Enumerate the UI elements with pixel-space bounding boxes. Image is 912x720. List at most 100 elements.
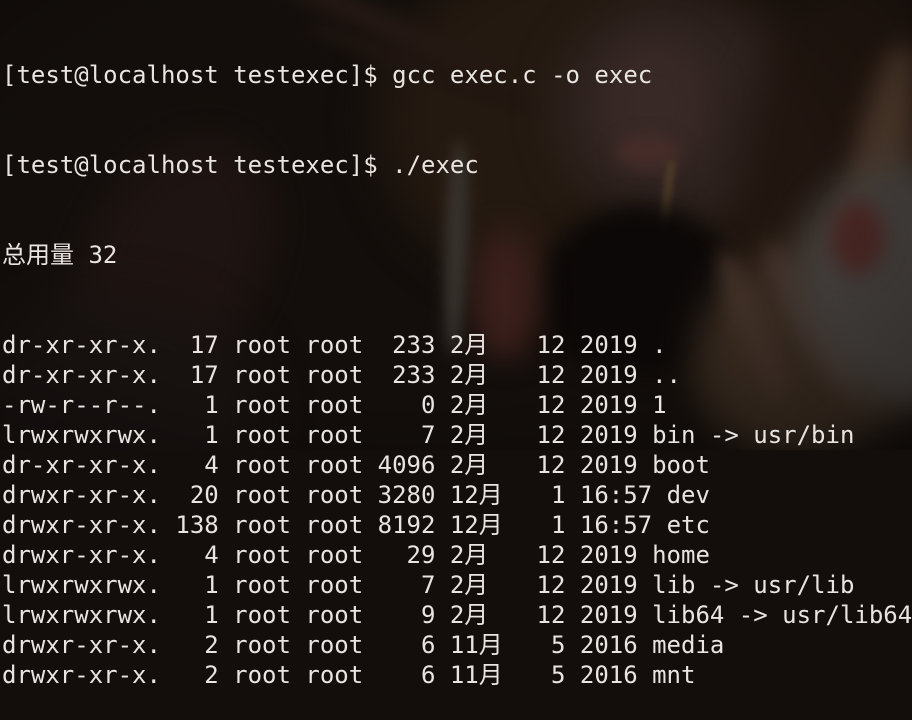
file-month: 2月: [449, 361, 489, 389]
file-permissions: drwxr-xr-x.: [2, 481, 161, 509]
file-day: 12: [536, 391, 566, 419]
file-row: drwxr-xr-x. 2 root root 6 11月 5 2016 media: [2, 630, 912, 660]
file-month: 2月: [449, 601, 489, 629]
command-line-compile: [test@localhost testexec]$ gcc exec.c -o …: [2, 60, 912, 90]
file-group: root: [305, 451, 364, 479]
file-group: root: [305, 391, 364, 419]
file-name: ..: [652, 361, 682, 389]
file-name: dev: [666, 481, 710, 509]
file-name: mnt: [652, 661, 696, 689]
file-link-count: 1: [204, 391, 219, 419]
file-day: 12: [536, 601, 566, 629]
file-yeartime: 2019: [579, 361, 638, 389]
file-owner: root: [233, 481, 291, 509]
command-text-compile: gcc exec.c -o exec: [392, 61, 653, 89]
file-group: root: [305, 421, 364, 449]
file-day: 12: [536, 541, 566, 569]
command-text-run: ./exec: [392, 151, 479, 179]
file-name: lib64 -> usr/lib64: [652, 601, 912, 629]
file-owner: root: [233, 511, 291, 539]
file-row: drwxr-xr-x. 2 root root 6 11月 5 2016 mnt: [2, 660, 912, 690]
file-owner: root: [233, 361, 291, 389]
wallpaper-vignette: [0, 0, 912, 450]
file-size: 9: [420, 601, 436, 629]
file-link-count: 17: [189, 331, 219, 359]
file-size: 233: [392, 331, 436, 359]
file-link-count: 4: [204, 541, 219, 569]
file-name: bin -> usr/bin: [652, 421, 855, 449]
file-size: 3280: [377, 481, 436, 509]
file-row: -rw-r--r--. 1 root root 0 2月 12 2019 1: [2, 390, 912, 420]
file-size: 4096: [377, 451, 436, 479]
background-wallpaper: [0, 0, 912, 450]
file-owner: root: [233, 451, 291, 479]
file-yeartime: 2019: [579, 601, 638, 629]
file-permissions: lrwxrwxrwx.: [2, 601, 161, 629]
file-link-count: 138: [175, 511, 219, 539]
file-link-count: 2: [204, 631, 219, 659]
file-month: 12月: [449, 481, 503, 509]
file-yeartime: 2019: [579, 571, 638, 599]
file-day: 12: [536, 571, 566, 599]
wallpaper-red-accent-right: [830, 200, 885, 275]
shell-prompt: [test@localhost testexec]$: [2, 151, 378, 179]
file-day: 1: [550, 511, 566, 539]
file-yeartime: 16:57: [579, 481, 653, 509]
file-yeartime: 2019: [579, 451, 638, 479]
file-owner: root: [233, 331, 291, 359]
file-row: lrwxrwxrwx. 1 root root 7 2月 12 2019 lib -> usr/…: [2, 570, 912, 600]
file-permissions: dr-xr-xr-x.: [2, 451, 161, 479]
file-name: lib -> usr/lib: [652, 571, 855, 599]
file-month: 2月: [449, 391, 489, 419]
file-permissions: drwxr-xr-x.: [2, 661, 161, 689]
file-day: 12: [536, 421, 566, 449]
file-size: 233: [392, 361, 436, 389]
file-yeartime: 2019: [579, 331, 638, 359]
file-name: etc: [666, 511, 710, 539]
file-group: root: [305, 331, 364, 359]
file-month: 2月: [449, 331, 489, 359]
file-owner: root: [233, 421, 291, 449]
file-group: root: [305, 661, 364, 689]
file-link-count: 1: [204, 571, 219, 599]
file-yeartime: 2019: [579, 391, 638, 419]
file-row: dr-xr-xr-x. 17 root root 233 2月 12 2019..: [2, 360, 912, 390]
file-link-count: 4: [204, 451, 219, 479]
file-group: root: [305, 481, 364, 509]
file-day: 1: [550, 481, 566, 509]
file-size: 29: [406, 541, 436, 569]
file-permissions: lrwxrwxrwx.: [2, 571, 161, 599]
file-yeartime: 2019: [579, 541, 638, 569]
file-owner: root: [233, 661, 291, 689]
file-size: 0: [420, 391, 436, 419]
file-row: dr-xr-xr-x. 4 root root 4096 2月 12 2019 boot: [2, 450, 912, 480]
file-link-count: 17: [189, 361, 219, 389]
file-row: lrwxrwxrwx. 1 root root 9 2月 12 2019 lib64 -> us…: [2, 600, 912, 630]
file-month: 2月: [449, 451, 489, 479]
file-group: root: [305, 541, 364, 569]
file-owner: root: [233, 571, 291, 599]
file-link-count: 1: [204, 421, 219, 449]
file-yeartime: 2016: [579, 631, 638, 659]
file-group: root: [305, 631, 364, 659]
file-month: 11月: [449, 631, 503, 659]
file-row: drwxr-xr-x. 4 root root 29 2月 12 2019 home: [2, 540, 912, 570]
file-name: boot: [652, 451, 710, 479]
file-yeartime: 2019: [579, 421, 638, 449]
file-day: 5: [550, 631, 566, 659]
file-permissions: drwxr-xr-x.: [2, 631, 161, 659]
command-line-run: [test@localhost testexec]$ ./exec: [2, 150, 912, 180]
file-day: 12: [536, 451, 566, 479]
total-line: 总用量 32: [2, 241, 118, 269]
file-owner: root: [233, 631, 291, 659]
file-group: root: [305, 511, 364, 539]
file-listing: dr-xr-xr-x. 17 root root 233 2月 12 2019. dr-xr-x…: [2, 330, 912, 690]
file-month: 11月: [449, 661, 503, 689]
file-size: 7: [420, 571, 436, 599]
file-month: 12月: [449, 511, 503, 539]
file-name: home: [652, 541, 710, 569]
file-link-count: 1: [204, 601, 219, 629]
terminal-output[interactable]: [test@localhost testexec]$ gcc exec.c -o …: [2, 0, 912, 689]
file-permissions: lrwxrwxrwx.: [2, 421, 161, 449]
file-permissions: -rw-r--r--.: [2, 391, 161, 419]
